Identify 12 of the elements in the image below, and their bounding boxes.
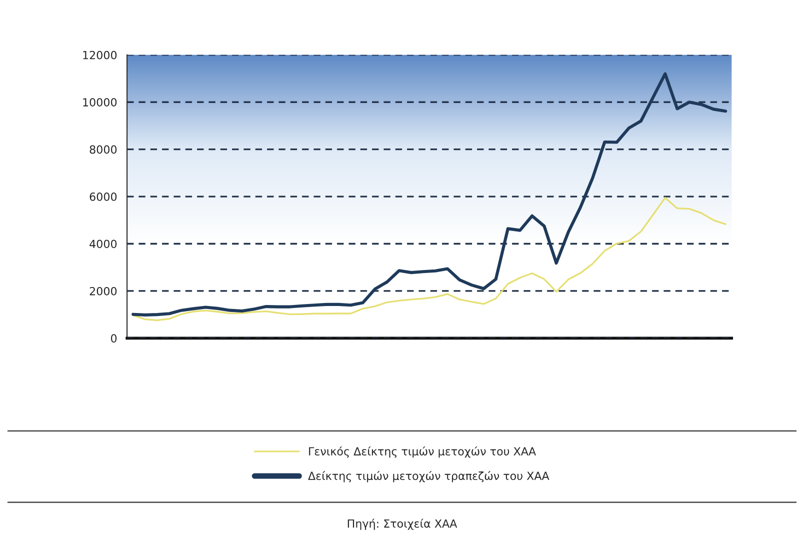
line-series	[132, 196, 726, 322]
legend-label: Γενικός Δείκτης τιμών μετοχών του ΧΑΑ	[309, 446, 536, 458]
y-tick-label: 8000	[90, 145, 117, 154]
y-tick-label: 4000	[90, 240, 117, 248]
y-tick-label: 2000	[90, 286, 117, 296]
legend-label: Δείκτης τιμών μετοχών τραπεζών του ΧΑΑ	[308, 471, 550, 482]
text: Πηγή: Στοιχεία ΧΑΑ	[348, 518, 458, 530]
line-series	[132, 72, 728, 316]
y-tick-label: 6000	[90, 192, 117, 201]
y-tick-label: 0	[110, 334, 117, 343]
y-tick-label: 12000	[83, 50, 117, 60]
y-tick-label: 10000	[83, 98, 117, 106]
